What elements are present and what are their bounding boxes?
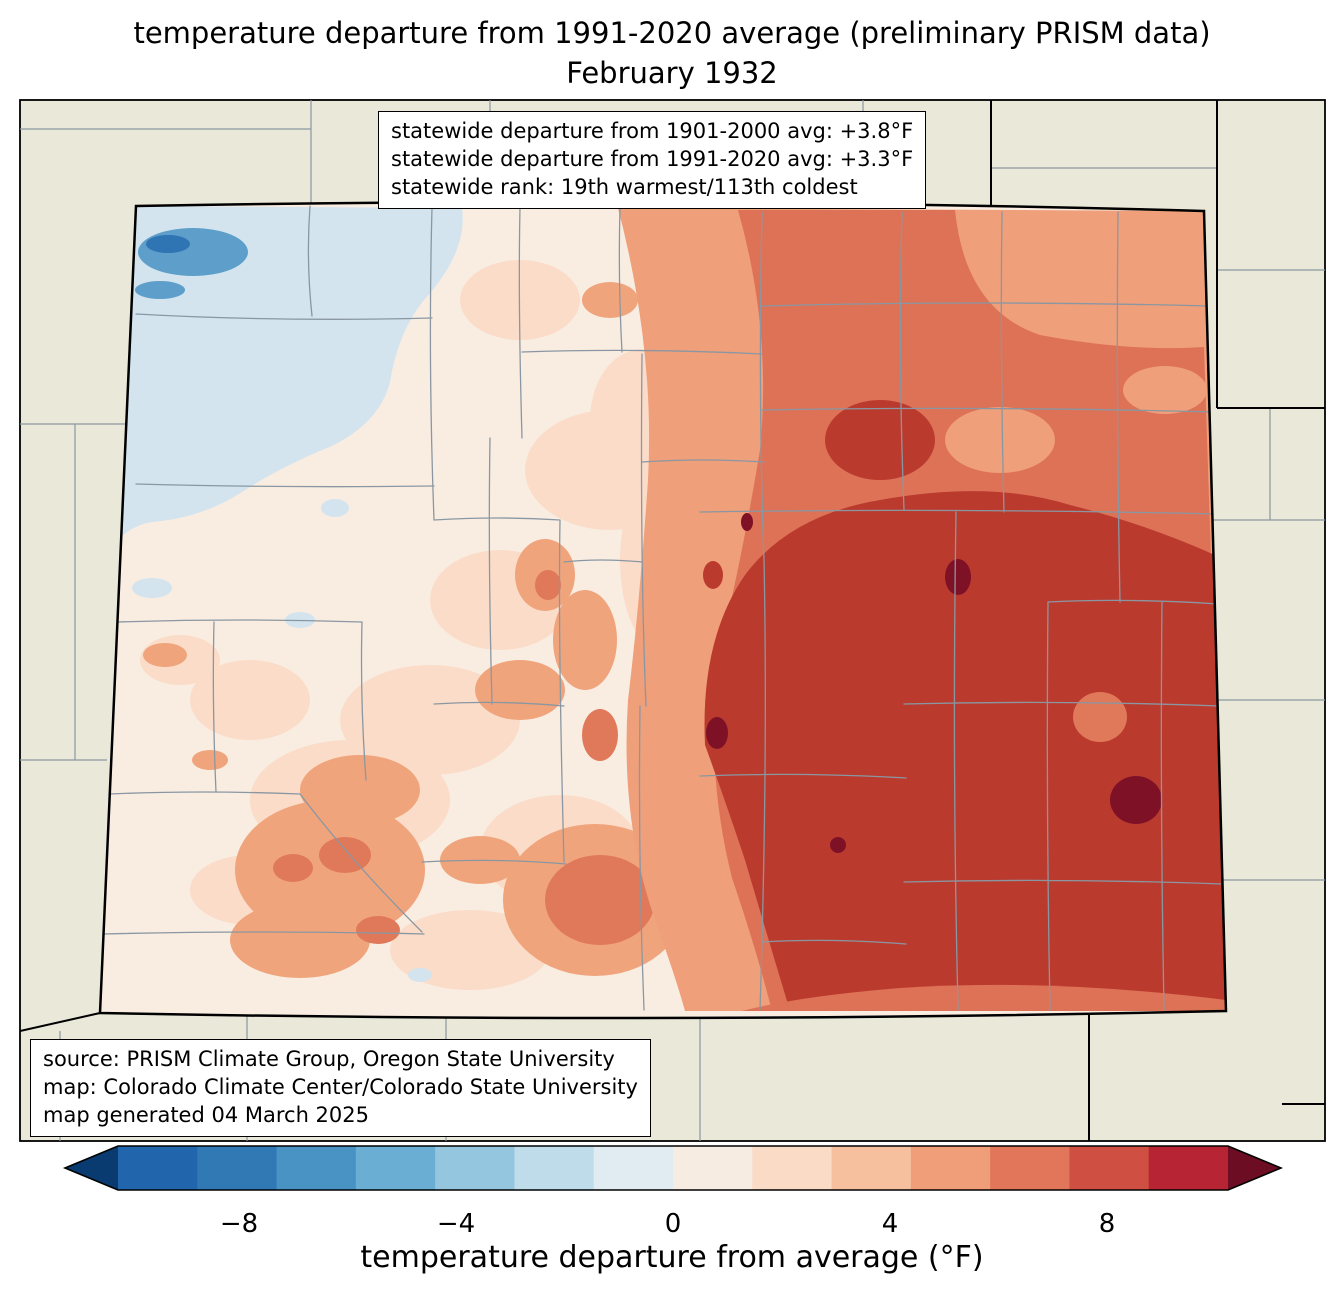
colorbar-segment [355, 1146, 436, 1190]
stats-box: statewide departure from 1901-2000 avg: … [378, 111, 927, 209]
colorbar-segment [673, 1146, 753, 1190]
page-title-line2: February 1932 [566, 56, 778, 90]
colorbar-outline [62, 1145, 1284, 1191]
colorbar-segment [990, 1146, 1071, 1190]
colorado-county-lines [103, 205, 1223, 1011]
stats-line-2: statewide departure from 1991-2020 avg: … [391, 146, 914, 171]
region-deep-blue [146, 235, 190, 253]
region-pale-blue [100, 206, 463, 982]
colorbar-segment [831, 1146, 912, 1190]
colorbar-segment [514, 1146, 595, 1190]
colorbar-segment [910, 1146, 991, 1190]
region-brick-red [703, 400, 1226, 1011]
source-box: source: PRISM Climate Group, Oregon Stat… [30, 1039, 651, 1137]
colorbar-left-arrow [65, 1146, 118, 1190]
colorbar-segment [752, 1146, 833, 1190]
colorbar-segment [435, 1146, 516, 1190]
colorbar-segment [276, 1146, 357, 1190]
colorbar-tick-label: −8 [220, 1209, 258, 1239]
stats-line-3: statewide rank: 19th warmest/113th colde… [391, 174, 858, 199]
source-line-2: map: Colorado Climate Center/Colorado St… [43, 1074, 638, 1099]
colorbar-tick-label: 0 [665, 1209, 682, 1239]
colorbar: −8 −4 0 4 8 [62, 1145, 1284, 1239]
colorbar-segments [118, 1146, 1229, 1190]
region-light-red-pockets [945, 366, 1207, 473]
colorado-map [100, 202, 1226, 1019]
region-pale-pink [140, 260, 700, 990]
colorbar-axis-label: temperature departure from average (°F) [360, 1240, 984, 1275]
colorbar-tick-label: 8 [1099, 1209, 1116, 1239]
colorbar-tick-label: 4 [882, 1209, 899, 1239]
source-line-3: map generated 04 March 2025 [43, 1102, 370, 1127]
colorbar-segment [118, 1146, 198, 1190]
region-mid-red-south-strip [742, 984, 1226, 1011]
region-dark-salmon-pocket [1073, 692, 1127, 742]
colorbar-tick-label: −4 [437, 1209, 475, 1239]
region-dark-salmon [273, 570, 655, 945]
neighbor-state-borders [20, 100, 1325, 1141]
source-line-1: source: PRISM Climate Group, Oregon Stat… [43, 1047, 615, 1071]
stats-line-1: statewide departure from 1901-2000 avg: … [391, 119, 914, 143]
colorbar-segment [593, 1146, 674, 1190]
colorbar-segment [1069, 1146, 1150, 1190]
colorbar-segment [1148, 1146, 1229, 1190]
colorbar-segment [197, 1146, 278, 1190]
colorbar-right-arrow [1228, 1146, 1281, 1190]
page-title-line1: temperature departure from 1991-2020 ave… [133, 16, 1211, 50]
